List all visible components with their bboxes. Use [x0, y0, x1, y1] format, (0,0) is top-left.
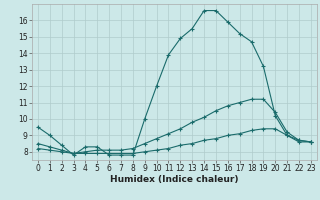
- X-axis label: Humidex (Indice chaleur): Humidex (Indice chaleur): [110, 175, 239, 184]
